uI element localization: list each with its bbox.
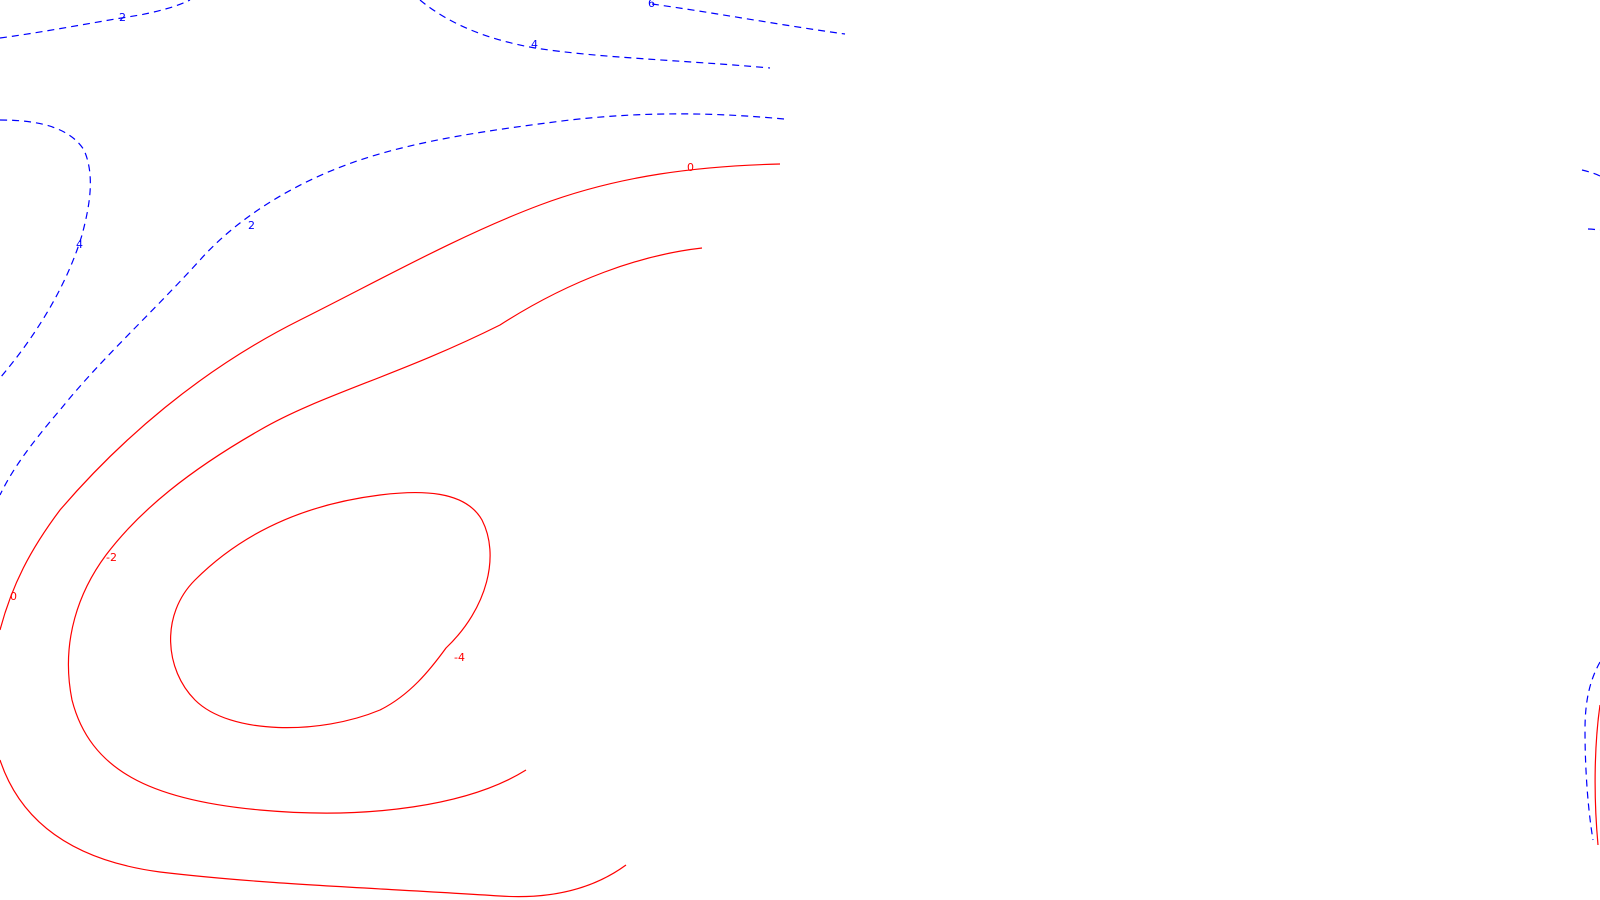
contour-line-pos-4-top	[419, 0, 771, 69]
contour-line-right-frag-2	[1587, 228, 1600, 231]
contour-label-pos-2-top: 2	[119, 11, 126, 24]
contour-line-pos-2	[0, 113, 785, 496]
contour-label-pos-2-mid: 2	[248, 219, 255, 232]
contour-line-pos-6-top	[651, 3, 846, 35]
contour-label-pos-4-top: 4	[531, 38, 538, 51]
contour-line-neg-2	[67, 247, 703, 814]
contour-line-neg-lower	[0, 759, 627, 898]
contour-label-pos-6-top: 6	[648, 0, 655, 10]
contour-label-zero-left: 0	[10, 590, 17, 603]
contour-label-pos-4-left: 4	[76, 238, 83, 251]
contour-line-right-frag-3	[1584, 661, 1600, 841]
contour-label-neg-2: -2	[106, 551, 117, 564]
contour-line-pos-2-top	[0, 0, 191, 39]
contour-line-zero	[0, 163, 781, 631]
contour-label-neg-4: -4	[454, 651, 465, 664]
contour-line-right-frag-4	[1594, 704, 1600, 846]
contour-line-right-frag-1	[1581, 169, 1600, 177]
contour-label-zero-top: 0	[687, 161, 694, 174]
contour-line-neg-4	[170, 491, 491, 729]
contour-line-pos-4-left	[0, 119, 91, 379]
